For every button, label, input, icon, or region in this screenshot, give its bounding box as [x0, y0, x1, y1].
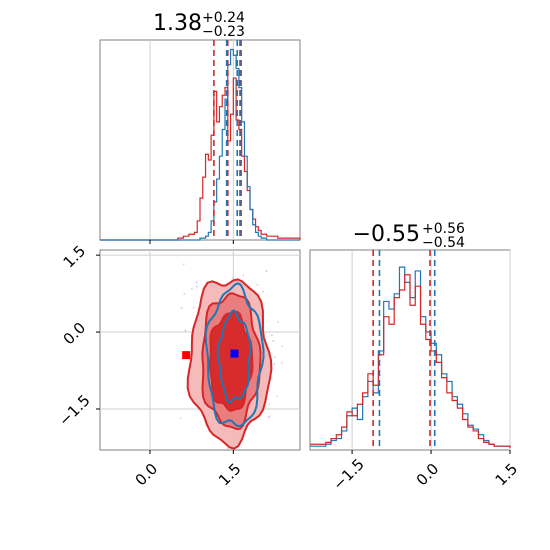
- contour-red-inner: [209, 311, 254, 412]
- scatter-point: [273, 363, 276, 366]
- scatter-point: [273, 356, 276, 359]
- x-tick-label: 1.5: [215, 460, 245, 490]
- title-p2-upper: +0.56: [422, 221, 465, 237]
- title-p2-lower: −0.54: [422, 235, 465, 251]
- y-tick-label: 0.0: [60, 319, 90, 349]
- scatter-point: [271, 334, 273, 337]
- scatter-point: [182, 263, 185, 266]
- scatter-point: [231, 276, 234, 279]
- histogram-red: [310, 274, 511, 449]
- contour-blue-outer: [204, 282, 265, 428]
- x-tick-label: 0.0: [413, 460, 443, 490]
- scatter-point: [179, 417, 182, 419]
- marker-red: [182, 351, 191, 360]
- scatter-point: [242, 274, 245, 277]
- scatter-point: [180, 307, 183, 309]
- scatter-point: [276, 395, 279, 398]
- scatter-point: [195, 281, 198, 284]
- title-p1-lower: −0.23: [202, 24, 245, 40]
- x-tick-label: 1.5: [492, 460, 522, 490]
- histogram-red: [100, 77, 301, 241]
- x-tick-label: −1.5: [329, 455, 367, 493]
- x-tick-label: 0.0: [132, 460, 162, 490]
- y-tick-label: 1.5: [60, 242, 90, 272]
- scatter-point: [268, 403, 271, 406]
- title-p2-value: −0.55: [353, 222, 420, 247]
- scatter-point: [262, 290, 264, 293]
- scatter-point: [268, 415, 271, 418]
- scatter-point: [256, 283, 259, 286]
- scatter-point: [184, 329, 187, 332]
- title-p1-value: 1.38: [153, 11, 202, 36]
- histogram-blue: [100, 48, 300, 241]
- scatter-point: [183, 292, 186, 295]
- scatter-point: [191, 288, 193, 290]
- panel-frame: [99, 249, 301, 451]
- scatter-point: [195, 285, 198, 288]
- scatter-point: [272, 339, 275, 342]
- marker-blue: [230, 349, 239, 358]
- scatter-point: [192, 306, 195, 309]
- scatter-point: [281, 345, 284, 348]
- panel-marginal-p1: 1.38 +0.24 −0.23: [99, 10, 301, 244]
- scatter-point: [280, 361, 283, 364]
- scatter-point: [226, 447, 229, 450]
- title-p1-upper: +0.24: [202, 10, 245, 26]
- contour-blue-inner: [216, 309, 252, 404]
- panel-joint: 0.0 1.5 1.5 0.0 −1.5: [55, 242, 301, 490]
- scatter-point: [276, 321, 279, 323]
- panel-marginal-p2: −1.5 0.0 1.5 −0.55 +0.56 −0.54: [309, 221, 522, 494]
- y-tick-label: −1.5: [55, 391, 93, 429]
- scatter-point: [265, 270, 268, 273]
